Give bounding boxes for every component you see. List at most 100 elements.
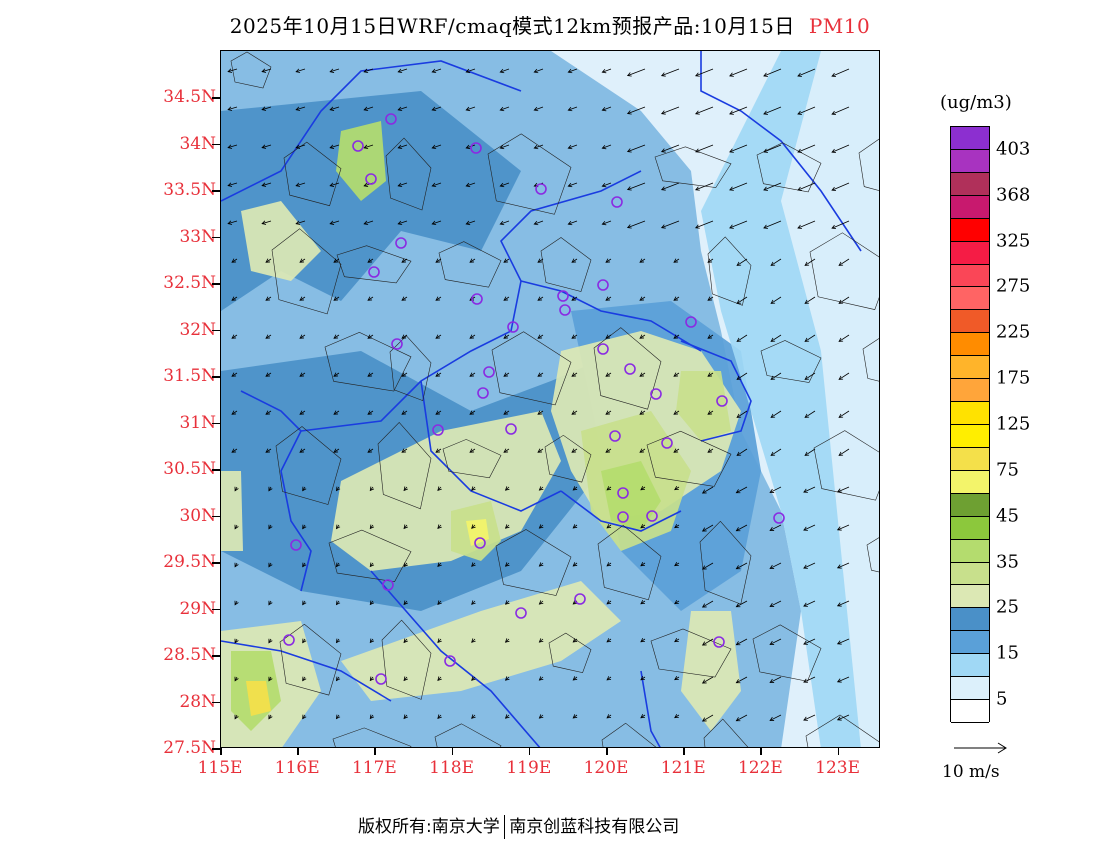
colorbar-segment xyxy=(951,516,989,540)
map-frame xyxy=(220,50,880,748)
lat-tick-label: 33.5N xyxy=(163,180,216,200)
lat-tick-mark xyxy=(212,376,220,378)
colorbar-segment xyxy=(951,654,989,678)
colorbar-label: 25 xyxy=(996,596,1019,618)
footer-left: 版权所有:南京大学 xyxy=(358,817,500,837)
lon-tick-mark xyxy=(374,748,376,755)
colorbar-segment xyxy=(951,470,989,494)
colorbar-label: 5 xyxy=(996,688,1008,710)
lat-tick-mark xyxy=(212,422,220,424)
lat-tick-mark xyxy=(212,97,220,99)
colorbar-segment xyxy=(951,447,989,471)
colorbar-label: 175 xyxy=(996,367,1031,389)
colorbar-segment xyxy=(951,424,989,448)
lon-tick-label: 119E xyxy=(506,758,552,778)
lat-tick-label: 29.5N xyxy=(163,552,216,572)
colorbar-segment xyxy=(951,127,989,150)
colorbar-segment xyxy=(951,677,989,701)
lon-tick-label: 122E xyxy=(737,758,783,778)
lon-tick-label: 120E xyxy=(583,758,629,778)
colorbar-label: 325 xyxy=(996,230,1031,252)
lat-tick-label: 30N xyxy=(179,505,216,526)
wind-vectors xyxy=(227,68,850,722)
colorbar-unit: (ug/m3) xyxy=(940,92,1012,113)
lon-tick-label: 121E xyxy=(660,758,706,778)
colorbar-segment xyxy=(951,402,989,425)
colorbar-segment xyxy=(951,264,989,288)
station-markers xyxy=(283,113,785,685)
colorbar-label: 403 xyxy=(996,138,1031,160)
colorbar-segment xyxy=(951,218,989,242)
colorbar-segment xyxy=(951,172,989,196)
lat-tick-mark xyxy=(212,143,220,145)
lon-tick-label: 115E xyxy=(197,758,243,778)
lon-tick-mark xyxy=(606,748,608,755)
lat-tick-mark xyxy=(212,329,220,331)
colorbar-segment xyxy=(951,608,989,632)
lat-tick-label: 34N xyxy=(179,133,216,154)
colorbar-segment xyxy=(951,241,989,265)
lon-tick-mark xyxy=(220,748,222,755)
lat-tick-mark xyxy=(212,562,220,564)
lon-tick-mark xyxy=(528,748,531,755)
lat-tick-mark xyxy=(212,515,220,517)
lat-tick-mark xyxy=(212,469,220,471)
lat-tick-mark xyxy=(212,701,220,703)
lat-tick-label: 27.5N xyxy=(163,738,216,758)
colorbar-segment xyxy=(951,195,989,219)
lat-tick-mark xyxy=(212,190,220,192)
reference-vector-arrow xyxy=(954,742,1007,754)
reference-vector-label: 10 m/s xyxy=(942,762,1000,782)
concentration-field xyxy=(221,51,879,747)
copyright-footer: 版权所有:南京大学 南京创蓝科技有限公司 xyxy=(358,812,679,839)
colorbar-segment xyxy=(951,562,989,586)
colorbar-segment xyxy=(951,287,989,311)
lon-tick-label: 123E xyxy=(815,758,861,778)
colorbar-segment xyxy=(951,493,989,517)
lat-tick-mark xyxy=(212,655,220,657)
colorbar-label: 75 xyxy=(996,459,1019,481)
lat-tick-mark xyxy=(212,283,220,285)
lat-tick-mark xyxy=(212,236,220,238)
lat-tick-label: 28N xyxy=(179,691,216,712)
colorbar-segment xyxy=(951,585,989,609)
footer-right: 南京创蓝科技有限公司 xyxy=(509,817,680,837)
colorbar-label: 225 xyxy=(996,321,1031,343)
lat-tick-mark xyxy=(212,748,220,750)
lon-tick-label: 116E xyxy=(274,758,320,778)
county-boundaries xyxy=(230,51,879,747)
colorbar-segment xyxy=(951,356,989,380)
footer-divider xyxy=(503,815,506,839)
colorbar-label: 45 xyxy=(996,505,1019,527)
colorbar-segment xyxy=(951,631,989,655)
colorbar-segment xyxy=(951,379,989,403)
pm10-map xyxy=(221,51,879,747)
colorbar-label: 368 xyxy=(996,184,1031,206)
lat-tick-label: 30.5N xyxy=(163,459,216,479)
lat-tick-label: 28.5N xyxy=(163,645,216,665)
title-main: 2025年10月15日WRF/cmaq模式12km预报产品:10月15日 xyxy=(229,14,795,38)
colorbar-label: 15 xyxy=(996,642,1019,664)
lon-tick-label: 118E xyxy=(429,758,475,778)
lat-tick-label: 31.5N xyxy=(163,366,216,386)
lat-tick-label: 31N xyxy=(179,412,216,433)
title-product: PM10 xyxy=(808,14,871,38)
map-title: 2025年10月15日WRF/cmaq模式12km预报产品:10月15日 PM10 xyxy=(0,10,1100,39)
colorbar-segment xyxy=(951,333,989,357)
lon-tick-mark xyxy=(683,748,685,755)
lon-tick-mark xyxy=(837,748,840,755)
colorbar-segment xyxy=(951,310,989,334)
lon-tick-mark xyxy=(760,748,762,755)
lon-tick-label: 117E xyxy=(351,758,397,778)
colorbar-segment xyxy=(951,539,989,563)
lat-tick-mark xyxy=(212,608,220,610)
province-boundaries xyxy=(221,51,862,747)
lat-tick-label: 32.5N xyxy=(163,273,216,293)
colorbar-label: 275 xyxy=(996,275,1031,297)
colorbar-segment xyxy=(951,700,989,723)
colorbar-segment xyxy=(951,149,989,173)
colorbar xyxy=(950,126,990,723)
lat-tick-label: 32N xyxy=(179,319,216,340)
lon-tick-mark xyxy=(297,748,299,755)
lat-tick-label: 33N xyxy=(179,226,216,247)
